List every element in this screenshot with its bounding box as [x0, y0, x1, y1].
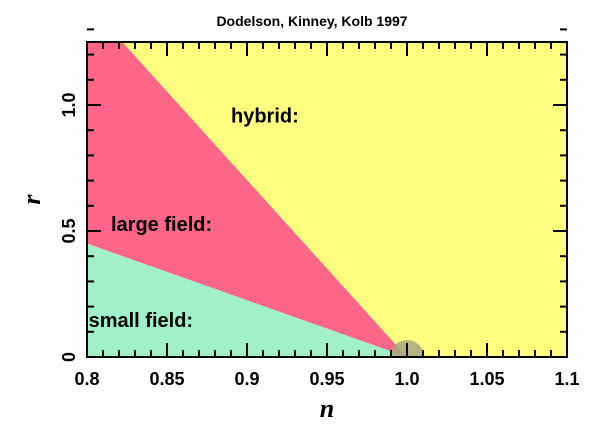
chart-title: Dodelson, Kinney, Kolb 1997 — [216, 13, 407, 29]
x-tick-label: 0.9 — [234, 369, 259, 389]
x-tick-label: 0.95 — [309, 369, 344, 389]
x-tick-label: 1.05 — [469, 369, 504, 389]
y-axis-label: r — [17, 194, 46, 205]
region-hybrid — [87, 42, 567, 357]
y-tick-label: 0 — [59, 352, 79, 362]
region-label-hybrid: hybrid: — [231, 106, 299, 128]
x-tick-label: 1.0 — [394, 369, 419, 389]
x-tick-label: 0.8 — [74, 369, 99, 389]
region-large-field — [87, 42, 407, 357]
region-label-large-field: large field: — [111, 214, 212, 236]
region-label-small-field: small field: — [89, 310, 193, 332]
x-axis-label: n — [320, 394, 334, 423]
ticks-layer: 0.8 0.85 0.9 0.95 1.0 1.05 1.1 0 0.5 1.0 — [59, 28, 580, 389]
labels-layer: hybrid: large field: small field: — [89, 106, 299, 332]
y-tick-label: 1.0 — [59, 92, 79, 117]
region-small-field — [87, 243, 407, 357]
x-tick-label: 0.85 — [149, 369, 184, 389]
x-tick-label: 1.1 — [554, 369, 579, 389]
y-tick-label: 0.5 — [59, 218, 79, 243]
regions-layer — [87, 42, 567, 357]
